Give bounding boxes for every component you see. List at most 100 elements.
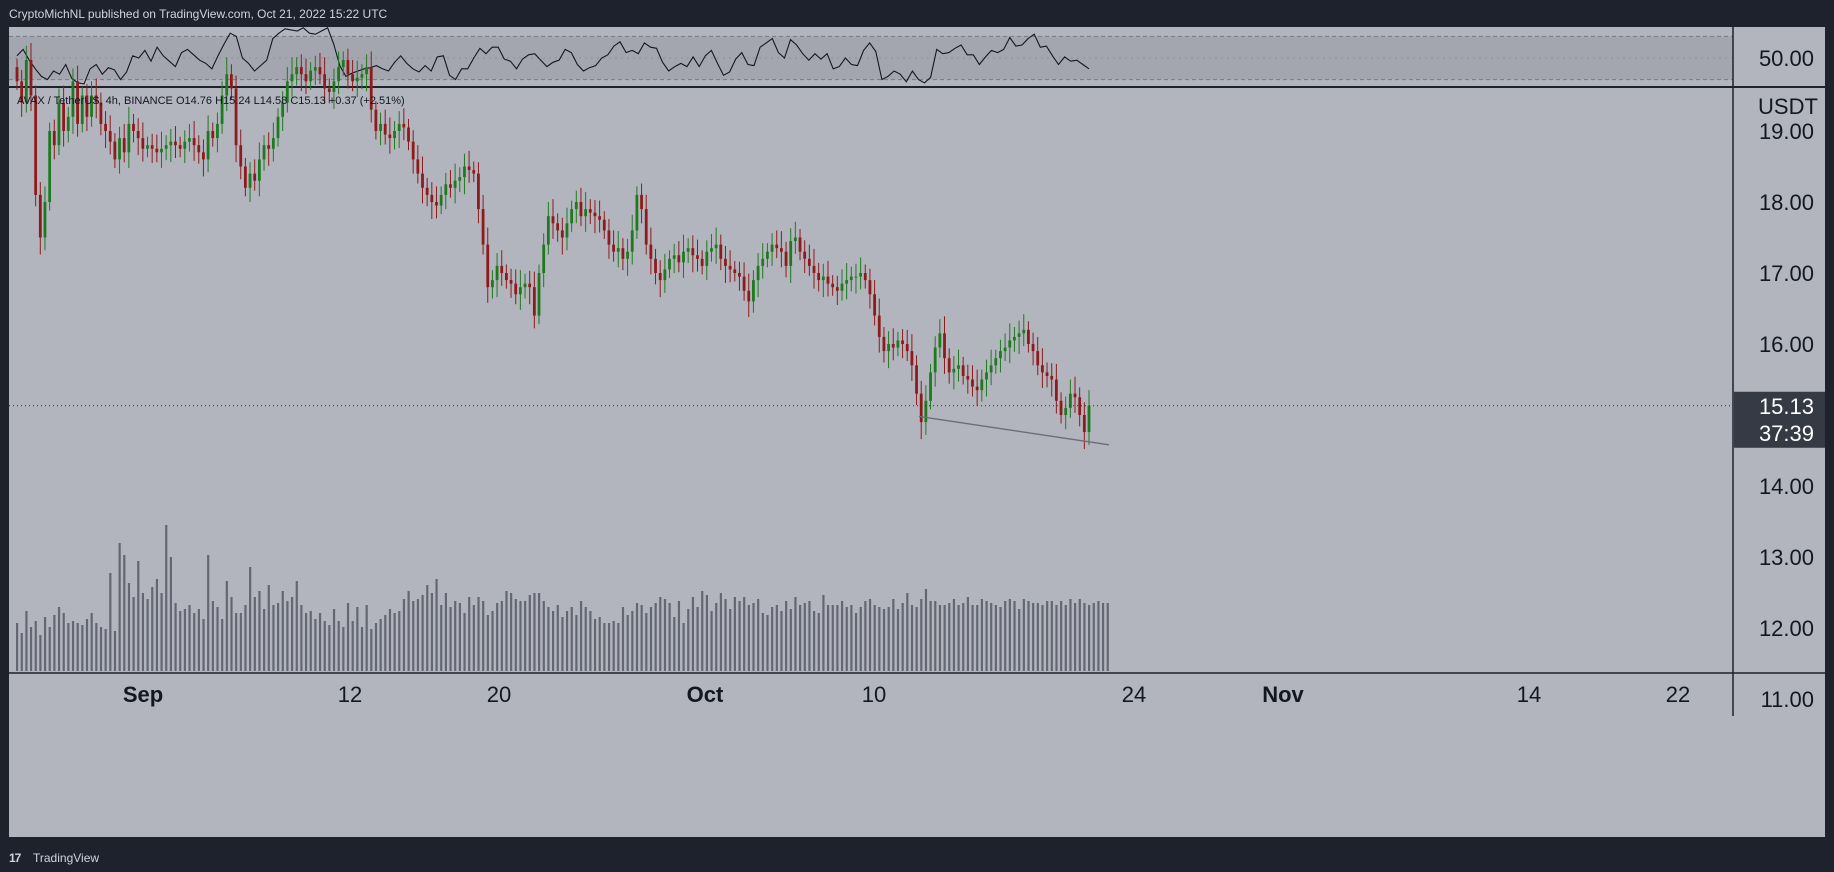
tradingview-brand[interactable]: TradingView — [33, 851, 100, 865]
candle-body — [1073, 393, 1077, 398]
time-tick-label: 20 — [487, 682, 511, 707]
candle-body — [924, 400, 928, 423]
candle-body — [164, 145, 168, 149]
candle-body — [491, 280, 494, 288]
price-tick-label: 16.00 — [1759, 332, 1814, 357]
volume-bar — [677, 601, 681, 671]
volume-bar — [1078, 599, 1081, 671]
candle-body — [481, 209, 485, 245]
volume-bar — [593, 619, 597, 671]
volume-bar — [752, 603, 755, 671]
volume-bar — [76, 623, 79, 671]
volume-bar — [803, 603, 806, 671]
volume-bar — [766, 615, 769, 671]
candle-body — [649, 244, 653, 259]
volume-bar — [556, 605, 559, 671]
candle-body — [728, 265, 732, 270]
volume-bar — [822, 595, 825, 671]
candle-body — [877, 315, 881, 337]
volume-bar — [263, 609, 266, 671]
volume-bar — [314, 619, 317, 671]
volume-bar — [901, 603, 904, 671]
volume-bar — [295, 581, 298, 671]
volume-bar — [379, 619, 382, 671]
bar-countdown: 37:39 — [1759, 421, 1814, 446]
candle-body — [793, 237, 797, 242]
volume-bar — [1069, 599, 1072, 671]
candle-body — [672, 255, 676, 259]
candle-body — [686, 248, 690, 252]
volume-bar — [826, 605, 830, 671]
candle-body — [477, 173, 480, 210]
volume-bar — [1055, 605, 1058, 671]
candle-body — [216, 123, 219, 139]
volume-bar — [290, 597, 294, 671]
volume-bar — [673, 617, 676, 671]
volume-bar — [533, 593, 536, 671]
volume-bar — [640, 605, 643, 671]
candle-body — [584, 209, 588, 217]
volume-bar — [691, 597, 695, 671]
volume-bar — [757, 599, 760, 671]
volume-bar — [1004, 601, 1007, 671]
candle-body — [779, 248, 783, 252]
volume-bar — [617, 623, 620, 671]
candle-body — [132, 123, 135, 131]
candle-body — [999, 351, 1002, 359]
tradingview-logo-icon[interactable]: 17 — [9, 851, 21, 865]
candle-body — [770, 244, 774, 252]
candle-body — [863, 273, 867, 281]
volume-bar — [346, 603, 350, 671]
candle-body — [607, 230, 611, 245]
volume-bar — [360, 627, 364, 671]
volume-bar — [197, 609, 200, 671]
volume-bar — [365, 605, 368, 671]
candle-body — [626, 251, 629, 259]
volume-bar — [468, 597, 471, 671]
candle-body — [225, 74, 229, 96]
candle-body — [504, 273, 508, 281]
volume-bar — [272, 605, 275, 671]
volume-bar — [892, 599, 895, 671]
volume-bar — [216, 607, 219, 671]
volume-bar — [1036, 603, 1039, 671]
candle-body — [593, 212, 597, 217]
volume-bar — [20, 633, 23, 671]
candle-body — [588, 209, 592, 213]
volume-bar — [999, 607, 1002, 671]
candle-body — [127, 123, 131, 153]
candle-body — [849, 276, 853, 281]
candle-body — [518, 287, 522, 295]
volume-bar — [99, 627, 103, 671]
volume-bar — [113, 631, 117, 671]
candle-body — [523, 283, 527, 288]
price-tick-label: 12.00 — [1759, 616, 1814, 641]
candle-body — [658, 273, 662, 281]
candle-body — [640, 194, 643, 210]
volume-bar — [603, 623, 606, 671]
volume-bar — [132, 597, 135, 671]
candle-body — [402, 123, 406, 128]
candle-body — [243, 166, 247, 188]
candle-body — [136, 131, 140, 139]
volume-bar — [976, 605, 979, 671]
candle-body — [1078, 397, 1082, 415]
volume-bar — [253, 597, 256, 671]
volume-bar — [370, 629, 373, 671]
candle-body — [565, 223, 569, 238]
candle-body — [560, 230, 564, 238]
candle-body — [654, 258, 657, 273]
candle-body — [38, 194, 42, 238]
volume-bar — [398, 611, 401, 671]
candle-body — [99, 102, 103, 124]
volume-bar — [81, 625, 84, 671]
volume-bar — [934, 601, 937, 671]
chart-svg[interactable]: 50.00USDT19.0018.0017.0016.0015.0014.001… — [9, 27, 1825, 837]
candle-body — [500, 265, 504, 273]
volume-bar — [649, 607, 653, 671]
volume-bar — [510, 593, 513, 671]
candle-body — [155, 148, 159, 153]
candle-body — [313, 67, 317, 71]
volume-bar — [1022, 599, 1025, 671]
volume-bar — [1088, 605, 1091, 671]
